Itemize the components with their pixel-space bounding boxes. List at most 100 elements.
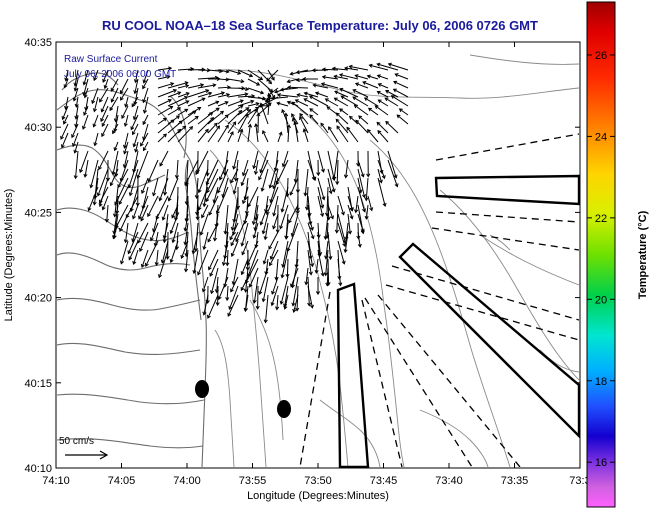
current-vector: [218, 159, 229, 181]
current-vector: [149, 222, 159, 242]
current-vector: [259, 102, 269, 125]
current-vector: [92, 96, 99, 113]
current-vector: [254, 123, 259, 143]
current-vector: [354, 195, 359, 214]
current-vector: [184, 159, 199, 186]
legend-line2: July 06, 2006 06:00 GMT: [64, 69, 176, 80]
current-vector: [302, 76, 319, 82]
colorbar-tick-label: 22: [595, 213, 607, 225]
current-vector: [60, 123, 69, 140]
current-vector: [258, 267, 269, 295]
current-vector: [286, 124, 291, 143]
current-vector: [197, 186, 209, 211]
current-vector: [316, 159, 321, 177]
current-vector: [279, 276, 289, 305]
current-vector: [289, 267, 299, 288]
current-vector: [217, 69, 230, 74]
figure-title: RU COOL NOAA–18 Sea Surface Temperature:…: [102, 18, 538, 33]
current-vector: [83, 159, 89, 178]
bathymetry-contours: [209, 54, 579, 467]
current-vector: [191, 231, 199, 255]
current-vector: [157, 66, 173, 71]
current-vector: [227, 121, 237, 134]
current-vector: [212, 213, 219, 242]
current-vector: [335, 112, 349, 125]
current-vector: [102, 69, 109, 83]
scale-bar-label: 50 cm/s: [59, 436, 94, 447]
current-vector: [207, 100, 220, 107]
map-panel: Raw Surface Current July 06, 2006 06:00 …: [55, 41, 581, 469]
current-vector: [183, 213, 189, 232]
current-vector: [237, 113, 249, 134]
current-vector: [261, 213, 269, 235]
current-vector: [358, 115, 369, 125]
current-vector: [61, 105, 69, 121]
current-vector: [275, 294, 280, 311]
current-vector: [248, 267, 259, 288]
current-vector: [197, 249, 209, 276]
current-vector: [291, 276, 299, 307]
x-tick-label: 74:00: [173, 475, 201, 487]
current-vector: [111, 150, 119, 176]
current-vector: [251, 195, 259, 226]
current-vector: [307, 240, 315, 268]
current-vector: [308, 95, 329, 107]
current-vector: [331, 66, 349, 71]
current-vector: [387, 62, 409, 71]
site-markers: [195, 380, 291, 418]
current-vector: [262, 130, 269, 143]
current-vector: [177, 100, 190, 107]
current-vector: [207, 110, 224, 125]
current-vector: [247, 186, 259, 208]
current-vector: [268, 231, 279, 250]
current-vector: [315, 276, 321, 296]
current-vector: [123, 141, 129, 155]
current-vector: [210, 267, 219, 295]
current-vector: [227, 69, 242, 75]
current-vector: [89, 159, 99, 189]
current-vector: [130, 114, 139, 131]
current-vector: [339, 108, 349, 116]
current-vector: [62, 114, 69, 125]
current-vector: [321, 75, 339, 80]
current-vector: [131, 96, 139, 108]
current-vector: [284, 112, 289, 134]
current-vector: [368, 63, 389, 71]
current-vector: [247, 108, 258, 125]
current-vector: [81, 114, 89, 130]
current-vector: [128, 240, 139, 261]
current-vector: [132, 105, 139, 121]
current-vector: [364, 204, 369, 220]
current-vector: [167, 96, 189, 107]
current-vector: [110, 87, 119, 103]
current-vector: [82, 69, 89, 86]
current-vector: [157, 74, 171, 80]
current-vector: [376, 90, 389, 98]
site-marker: [277, 400, 291, 418]
current-vector: [131, 204, 139, 220]
current-vector: [227, 109, 243, 125]
current-vector: [232, 150, 239, 170]
current-vector: [324, 98, 339, 107]
current-vector: [109, 168, 119, 187]
current-vector: [87, 186, 99, 212]
current-vector: [366, 150, 371, 178]
current-vector: [201, 204, 209, 219]
current-vector: [169, 213, 179, 235]
current-vector: [120, 87, 129, 101]
current-vector: [261, 276, 269, 303]
current-vector: [303, 91, 319, 98]
current-vector: [252, 150, 259, 170]
current-vector: [118, 186, 129, 206]
current-vector: [320, 82, 339, 89]
current-vector: [277, 131, 283, 143]
current-vector: [304, 267, 309, 286]
current-vector: [320, 122, 329, 134]
current-vector: [323, 249, 329, 277]
current-vector: [311, 68, 329, 73]
current-vector: [289, 177, 299, 196]
current-vector: [357, 213, 365, 233]
current-vector: [140, 132, 149, 147]
current-vector: [227, 105, 244, 116]
current-vector: [112, 123, 119, 135]
